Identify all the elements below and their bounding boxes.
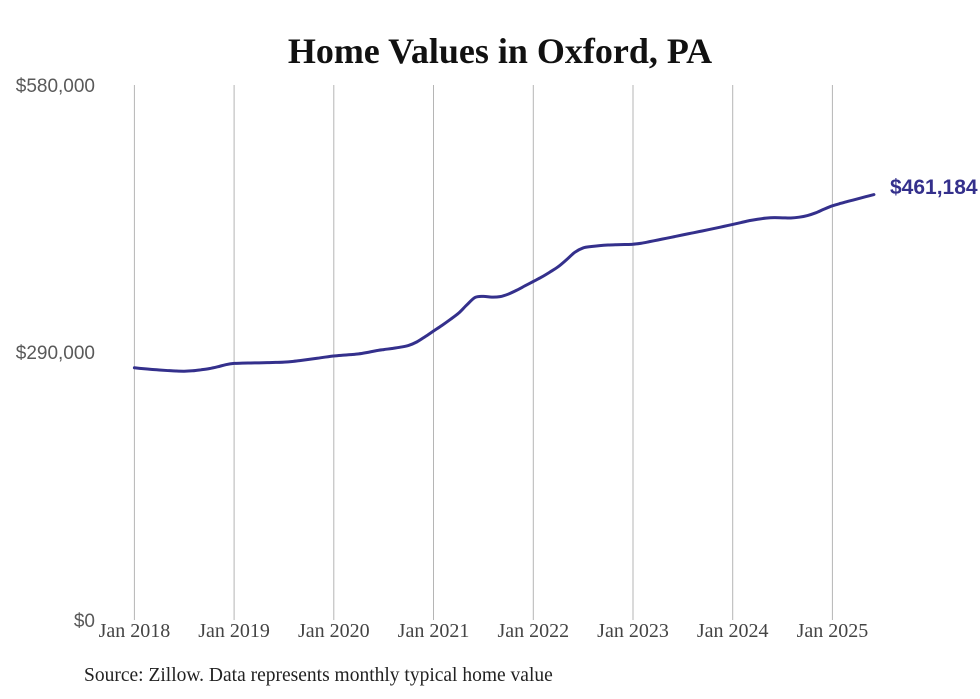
svg-text:$461,184: $461,184: [890, 176, 978, 199]
svg-text:Jan 2025: Jan 2025: [797, 620, 869, 642]
svg-text:Jan 2018: Jan 2018: [99, 620, 171, 642]
svg-text:Jan 2024: Jan 2024: [697, 620, 769, 642]
svg-text:Jan 2021: Jan 2021: [398, 620, 470, 642]
svg-text:$580,000: $580,000: [16, 76, 95, 97]
svg-text:Jan 2023: Jan 2023: [597, 620, 669, 642]
svg-text:Jan 2019: Jan 2019: [198, 620, 270, 642]
svg-text:$290,000: $290,000: [16, 343, 95, 364]
svg-text:$0: $0: [74, 611, 95, 632]
svg-text:Jan 2020: Jan 2020: [298, 620, 370, 642]
svg-text:Jan 2022: Jan 2022: [497, 620, 569, 642]
